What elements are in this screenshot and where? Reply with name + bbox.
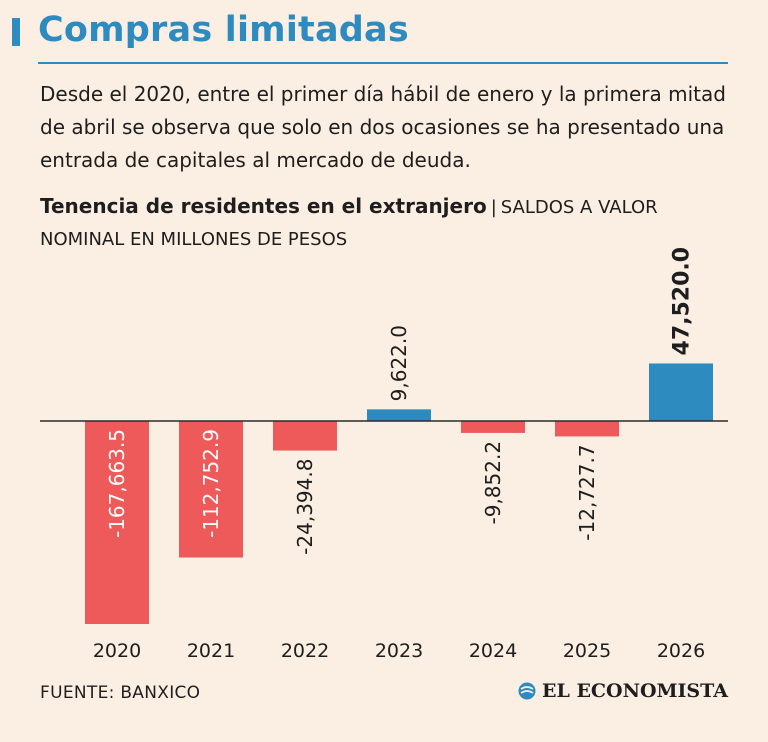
data-label-2024: -9,852.2 (481, 441, 505, 525)
bar-2025 (555, 421, 619, 437)
brand-name: EL ECONOMISTA (541, 680, 728, 702)
chart-title: Tenencia de residentes en el extranjero (40, 194, 487, 218)
title-accent-bar (12, 18, 20, 46)
x-tick-label-2026: 2026 (657, 640, 705, 662)
bar-2021 (179, 421, 243, 558)
data-label-2021: -112,752.9 (199, 429, 223, 538)
x-tick-label-2024: 2024 (469, 640, 517, 662)
bar-2026 (649, 363, 713, 421)
bar-2024 (461, 421, 525, 433)
x-tick-label-2021: 2021 (187, 640, 235, 662)
data-label-2020: -167,663.5 (105, 429, 129, 538)
x-tick-label-2022: 2022 (281, 640, 329, 662)
chart-heading: Tenencia de residentes en el extranjero |… (40, 190, 740, 256)
data-label-2026: 47,520.0 (670, 247, 695, 356)
brand-globe-icon (518, 682, 536, 700)
bar-2022 (273, 421, 337, 451)
data-label-2022: -24,394.8 (293, 459, 317, 555)
data-label-2025: -12,727.7 (575, 444, 599, 540)
chart-heading-separator: | (490, 197, 497, 218)
brand-logo: EL ECONOMISTA (518, 680, 728, 702)
bar-2020 (85, 421, 149, 624)
x-tick-label-2025: 2025 (563, 640, 611, 662)
page-title: Compras limitadas (38, 10, 409, 50)
x-tick-label-2020: 2020 (93, 640, 141, 662)
bar-2023 (367, 409, 431, 421)
data-label-2023: 9,622.0 (387, 325, 411, 401)
x-tick-label-2023: 2023 (375, 640, 423, 662)
description-text: Desde el 2020, entre el primer día hábil… (40, 82, 726, 172)
title-divider (38, 62, 728, 64)
source-note: FUENTE: BANXICO (40, 683, 201, 703)
chart-subtitle: SALDOS A VALOR NOMINAL EN MILLONES DE PE… (40, 197, 658, 250)
